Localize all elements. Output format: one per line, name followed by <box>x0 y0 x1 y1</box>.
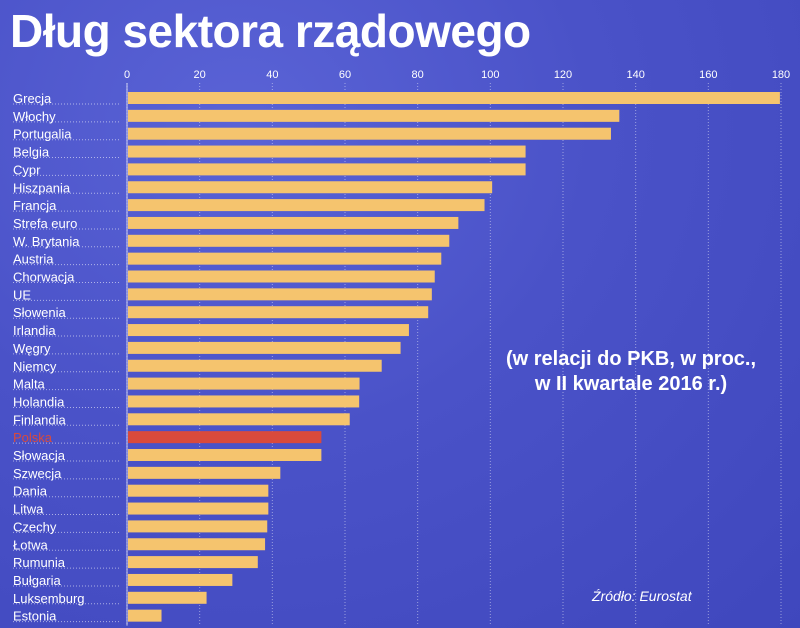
category-label: Dania <box>13 484 48 499</box>
bar <box>128 341 401 354</box>
category-label: Belgia <box>13 145 50 160</box>
category-label: UE <box>13 287 31 302</box>
category-label: Cypr <box>13 162 41 177</box>
bar <box>128 216 459 229</box>
category-label: Malta <box>13 377 46 392</box>
x-tick-label: 160 <box>699 69 717 81</box>
bar <box>128 359 382 372</box>
category-label: Czechy <box>13 519 57 534</box>
category-label: Hiszpania <box>13 180 71 195</box>
x-tick-label: 140 <box>626 69 644 81</box>
bar <box>128 145 526 158</box>
category-label: Austria <box>13 252 54 267</box>
category-label: Słowacja <box>13 448 66 463</box>
x-tick-label: 100 <box>481 69 499 81</box>
x-tick-label: 20 <box>194 69 206 81</box>
category-label: Rumunia <box>13 555 66 570</box>
category-label: Grecja <box>13 91 52 106</box>
category-label: Węgry <box>13 341 51 356</box>
category-label: Litwa <box>13 502 44 517</box>
category-label: Irlandia <box>13 323 56 338</box>
x-tick-label: 180 <box>772 69 790 81</box>
x-tick-label: 40 <box>266 69 278 81</box>
bar <box>128 270 435 283</box>
category-label: Szwecja <box>13 466 62 481</box>
x-tick-label: 60 <box>339 69 351 81</box>
bar <box>128 556 258 569</box>
bar <box>128 288 432 301</box>
source-label: Źródło: Eurostat <box>592 588 692 604</box>
bar <box>128 252 442 265</box>
x-tick-label: 0 <box>124 69 130 81</box>
category-label: Portugalia <box>13 127 72 142</box>
category-label: Polska <box>13 430 53 445</box>
category-label: Francja <box>13 198 57 213</box>
bar <box>128 395 360 408</box>
bar <box>128 92 780 104</box>
bar <box>128 502 269 515</box>
bar <box>128 609 162 622</box>
bar <box>128 109 620 122</box>
category-label: Łotwa <box>13 537 48 552</box>
bar <box>128 591 207 604</box>
bar <box>128 127 611 140</box>
category-label: Estonia <box>13 609 57 624</box>
bar <box>128 520 268 533</box>
bar <box>128 573 233 586</box>
bar <box>128 413 350 426</box>
bar <box>128 163 526 176</box>
x-tick-label: 120 <box>554 69 572 81</box>
bar <box>128 466 281 479</box>
category-label: Bułgaria <box>13 573 61 588</box>
category-label: Niemcy <box>13 359 57 374</box>
note-line-2: w II kwartale 2016 r.) <box>534 373 728 395</box>
category-label: W. Brytania <box>13 234 80 249</box>
note-line-1: (w relacji do PKB, w proc., <box>505 348 757 370</box>
bar <box>128 181 493 194</box>
category-label: Włochy <box>13 109 56 124</box>
category-label: Słowenia <box>13 305 67 320</box>
bar <box>128 324 409 337</box>
bar <box>128 449 322 461</box>
category-label: Holandia <box>13 394 65 409</box>
bar <box>128 538 266 551</box>
x-tick-label: 80 <box>412 69 424 81</box>
category-label: Luksemburg <box>13 591 85 606</box>
category-label: Finlandia <box>13 412 67 427</box>
chart-note: (w relacji do PKB, w proc., w II kwartal… <box>486 347 776 397</box>
bar <box>128 199 485 212</box>
bar <box>128 234 450 247</box>
bar <box>128 484 269 497</box>
bar <box>128 377 360 390</box>
category-label: Chorwacja <box>13 270 75 285</box>
bar <box>128 431 322 444</box>
category-label: Strefa euro <box>13 216 77 231</box>
chart-title: Dług sektora rządowego <box>10 5 531 57</box>
bar <box>128 306 429 319</box>
